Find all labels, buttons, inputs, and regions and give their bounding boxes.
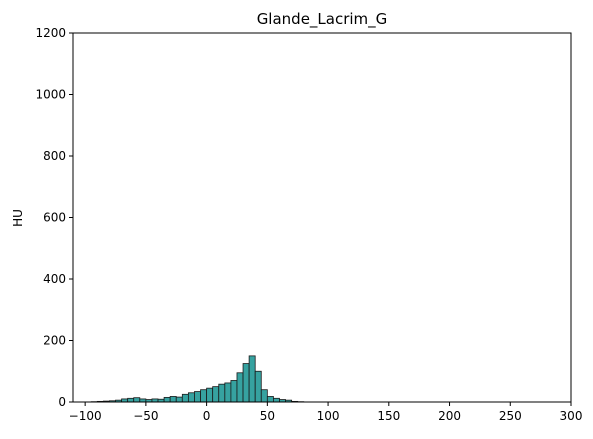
y-tick-label: 800 (43, 149, 66, 163)
histogram-bar (273, 398, 279, 402)
x-tick-label: 200 (438, 409, 461, 423)
x-tick-label: −50 (133, 409, 158, 423)
histogram-bar (194, 392, 200, 402)
histogram-bar (128, 398, 134, 402)
histogram-bar (213, 387, 219, 402)
histogram-bar (201, 390, 207, 402)
x-tick-label: −100 (69, 409, 102, 423)
y-axis-ticks: 0 200 400 600 800 1000 1200 (35, 26, 73, 409)
histogram-bar (182, 394, 188, 402)
x-tick-label: 100 (317, 409, 340, 423)
y-tick-label: 0 (58, 395, 66, 409)
histogram-bar (237, 373, 243, 402)
histogram-bar (176, 397, 182, 402)
histogram-bar (188, 393, 194, 402)
x-tick-label: 300 (560, 409, 583, 423)
y-tick-label: 1200 (35, 26, 66, 40)
histogram-bar (249, 356, 255, 402)
plot-frame (73, 33, 571, 402)
histogram-bar (243, 364, 249, 402)
y-tick-label: 400 (43, 272, 66, 286)
x-axis-ticks: −100 −50 0 50 100 150 200 250 300 (69, 402, 583, 423)
x-tick-label: 50 (260, 409, 275, 423)
histogram-bar (134, 398, 140, 402)
histogram-bar (261, 390, 267, 402)
histogram-bar (225, 383, 231, 402)
y-tick-label: 600 (43, 211, 66, 225)
histogram-bar (219, 384, 225, 402)
bars-layer (91, 356, 304, 402)
x-tick-label: 0 (203, 409, 211, 423)
histogram-bar (231, 380, 237, 402)
x-tick-label: 150 (377, 409, 400, 423)
histogram-bar (164, 397, 170, 402)
y-tick-label: 1000 (35, 88, 66, 102)
histogram-bar (255, 371, 261, 402)
histogram-bar (207, 388, 213, 402)
histogram-bar (170, 396, 176, 402)
chart-title: Glande_Lacrim_G (257, 10, 388, 29)
histogram-bar (267, 396, 273, 402)
y-tick-label: 200 (43, 334, 66, 348)
y-axis-label: HU (11, 209, 25, 227)
x-tick-label: 250 (499, 409, 522, 423)
